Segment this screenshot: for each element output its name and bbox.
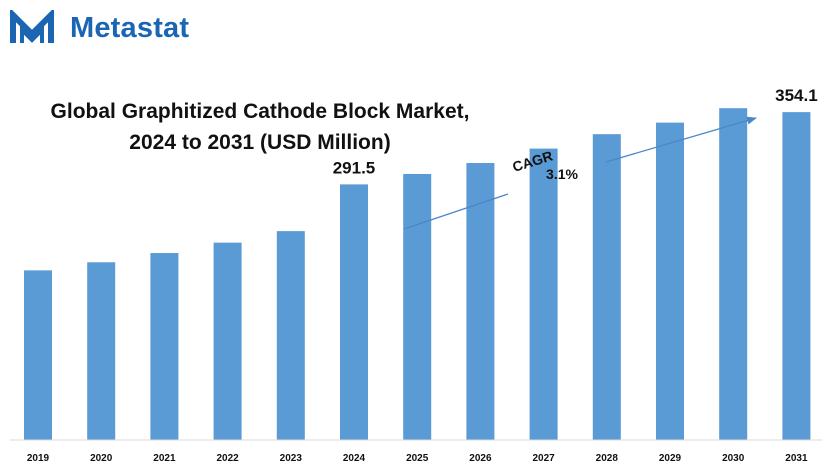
- brand-logo: Metastat: [10, 8, 230, 52]
- data-label-2024: 291.5: [333, 158, 376, 177]
- bar-2031: [782, 112, 811, 440]
- chart-title-line-1: Global Graphitized Cathode Block Market,: [50, 100, 470, 123]
- metastat-m-logo-icon: [10, 10, 54, 43]
- cagr-arrow-right: [605, 116, 757, 163]
- x-tick-label-2028: 2028: [596, 453, 619, 464]
- bar-2029: [656, 122, 684, 440]
- bar-2020: [87, 262, 116, 440]
- x-tick-label-2025: 2025: [406, 453, 429, 464]
- brand-name: Metastat: [70, 12, 190, 44]
- data-label-2031: 354.1: [775, 86, 818, 105]
- bar-2023: [276, 231, 305, 440]
- bar-2026: [466, 163, 495, 440]
- bar-2021: [150, 253, 179, 440]
- x-tick-label-2019: 2019: [27, 453, 50, 464]
- x-tick-label-2031: 2031: [785, 453, 808, 464]
- bar-2025: [403, 173, 432, 440]
- chart-title: Global Graphitized Cathode Block Market,…: [0, 96, 520, 158]
- bar-2024: [340, 184, 368, 440]
- bar-2019: [24, 270, 52, 440]
- bar-2027: [529, 148, 558, 441]
- bar-2030: [719, 108, 748, 441]
- cagr-value: 3.1%: [546, 166, 578, 182]
- x-tick-label-2027: 2027: [532, 453, 555, 464]
- x-tick-label-2020: 2020: [90, 453, 113, 464]
- cagr-arrow-left: [403, 193, 509, 230]
- x-tick-label-2026: 2026: [469, 453, 492, 464]
- x-tick-label-2030: 2030: [722, 453, 745, 464]
- bar-2028: [592, 134, 621, 440]
- x-tick-label-2021: 2021: [153, 453, 176, 464]
- chart-title-line-2: 2024 to 2031 (USD Million): [129, 131, 391, 154]
- x-tick-label-2023: 2023: [280, 453, 303, 464]
- x-tick-label-2029: 2029: [659, 453, 682, 464]
- x-tick-label-2024: 2024: [343, 453, 366, 464]
- bar-2022: [213, 242, 242, 440]
- x-tick-label-2022: 2022: [216, 453, 239, 464]
